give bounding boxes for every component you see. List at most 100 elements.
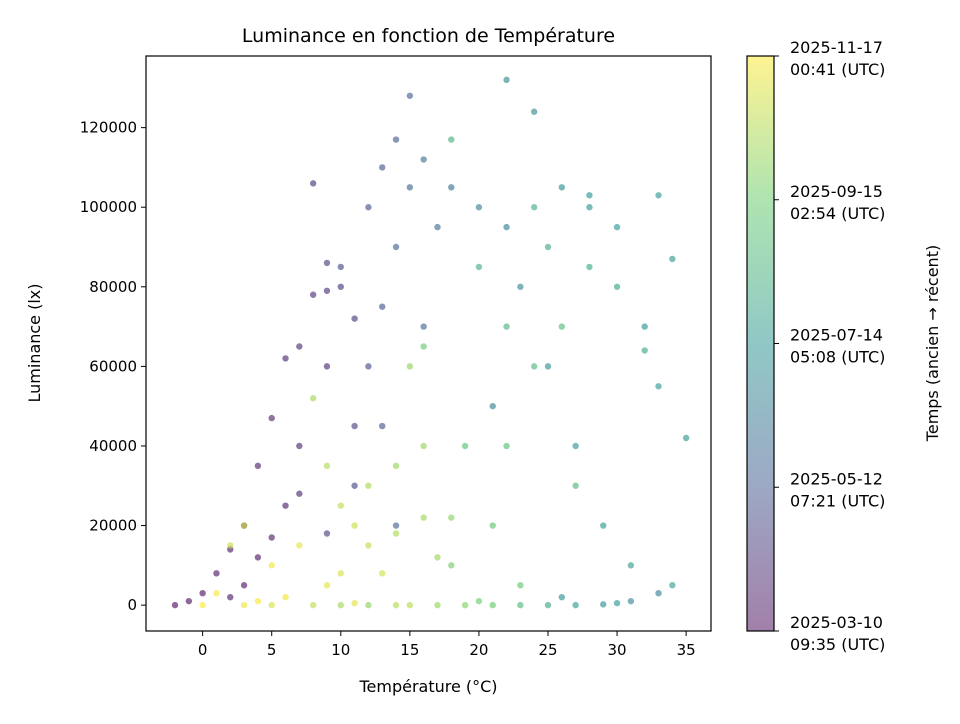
data-point	[351, 315, 358, 322]
data-point	[517, 601, 524, 609]
data-point	[406, 601, 414, 609]
data-point	[448, 184, 455, 191]
y-tick-label: 60000	[89, 357, 137, 375]
data-point	[544, 601, 552, 609]
data-point	[337, 263, 344, 271]
colorbar-tick-date: 2025-07-14	[790, 326, 883, 345]
data-point	[558, 323, 566, 330]
data-point	[420, 514, 427, 521]
colorbar-tick-date: 2025-05-12	[790, 469, 883, 488]
data-point	[682, 434, 690, 442]
data-point	[213, 570, 220, 577]
x-tick-label: 10	[331, 641, 350, 659]
data-point	[600, 522, 607, 529]
data-point	[365, 204, 372, 211]
x-tick-label: 30	[608, 641, 627, 659]
data-point	[337, 601, 344, 609]
data-point	[641, 323, 648, 330]
data-point	[199, 601, 206, 609]
data-point	[613, 599, 621, 607]
data-point	[475, 263, 483, 271]
data-point	[544, 363, 552, 370]
points-layer	[171, 76, 690, 609]
data-point	[351, 599, 358, 607]
data-point	[323, 582, 331, 589]
data-point	[254, 554, 262, 561]
data-point	[323, 259, 331, 267]
data-point	[227, 542, 234, 549]
data-point	[351, 482, 358, 489]
data-point	[240, 582, 248, 589]
data-point	[268, 414, 275, 422]
data-point	[420, 343, 427, 350]
data-point	[517, 283, 524, 290]
data-point	[268, 601, 275, 609]
data-point	[282, 355, 289, 362]
data-point	[185, 597, 193, 605]
data-point	[323, 530, 331, 537]
data-point	[503, 442, 510, 450]
data-point	[323, 363, 331, 370]
data-point	[461, 442, 469, 450]
data-point	[296, 343, 303, 350]
data-point	[406, 184, 414, 191]
data-point	[558, 184, 566, 191]
data-point	[461, 601, 469, 609]
y-tick-label: 120000	[80, 119, 137, 137]
data-point	[475, 204, 483, 211]
data-point	[282, 502, 289, 509]
data-point	[420, 442, 427, 450]
data-point	[448, 514, 455, 521]
data-point	[254, 597, 262, 605]
colorbar-tick-time: 00:41 (UTC)	[790, 60, 885, 79]
y-tick-label: 100000	[80, 198, 137, 216]
y-tick-label: 20000	[89, 517, 137, 535]
data-point	[503, 223, 510, 231]
data-point	[406, 92, 414, 99]
data-point	[309, 395, 317, 402]
data-point	[669, 255, 676, 263]
data-point	[392, 243, 400, 251]
data-point	[558, 593, 566, 601]
data-point	[392, 530, 400, 537]
data-point	[420, 156, 427, 163]
data-point	[655, 589, 662, 597]
data-point	[379, 303, 386, 310]
data-point	[296, 490, 303, 497]
data-point	[434, 601, 441, 609]
data-point	[489, 402, 496, 410]
data-point	[489, 522, 496, 529]
data-point	[655, 383, 662, 390]
data-point	[392, 136, 400, 143]
data-point	[323, 462, 331, 470]
data-point	[586, 192, 593, 199]
data-point	[503, 76, 510, 84]
y-tick-label: 0	[127, 596, 137, 614]
data-point	[420, 323, 427, 330]
data-point	[544, 243, 552, 251]
data-point	[240, 601, 248, 609]
data-point	[613, 223, 621, 231]
colorbar-tick-time: 09:35 (UTC)	[790, 635, 885, 654]
x-tick-label: 25	[538, 641, 557, 659]
colorbar-tick-time: 05:08 (UTC)	[790, 348, 885, 367]
colorbar	[746, 55, 775, 632]
x-tick-label: 35	[677, 641, 696, 659]
data-point	[448, 562, 455, 569]
data-point	[296, 442, 303, 450]
data-point	[365, 542, 372, 549]
colorbar-tick-time: 07:21 (UTC)	[790, 491, 885, 510]
data-point	[600, 601, 607, 608]
data-point	[351, 522, 358, 529]
chart-title: Luminance en fonction de Température	[242, 25, 615, 47]
data-point	[296, 542, 303, 549]
data-point	[337, 502, 344, 509]
data-point	[572, 482, 579, 489]
data-point	[240, 522, 248, 529]
data-point	[268, 562, 275, 569]
data-point	[379, 422, 386, 430]
data-point	[503, 323, 510, 330]
y-tick-label: 40000	[89, 437, 137, 455]
data-point	[530, 204, 538, 211]
